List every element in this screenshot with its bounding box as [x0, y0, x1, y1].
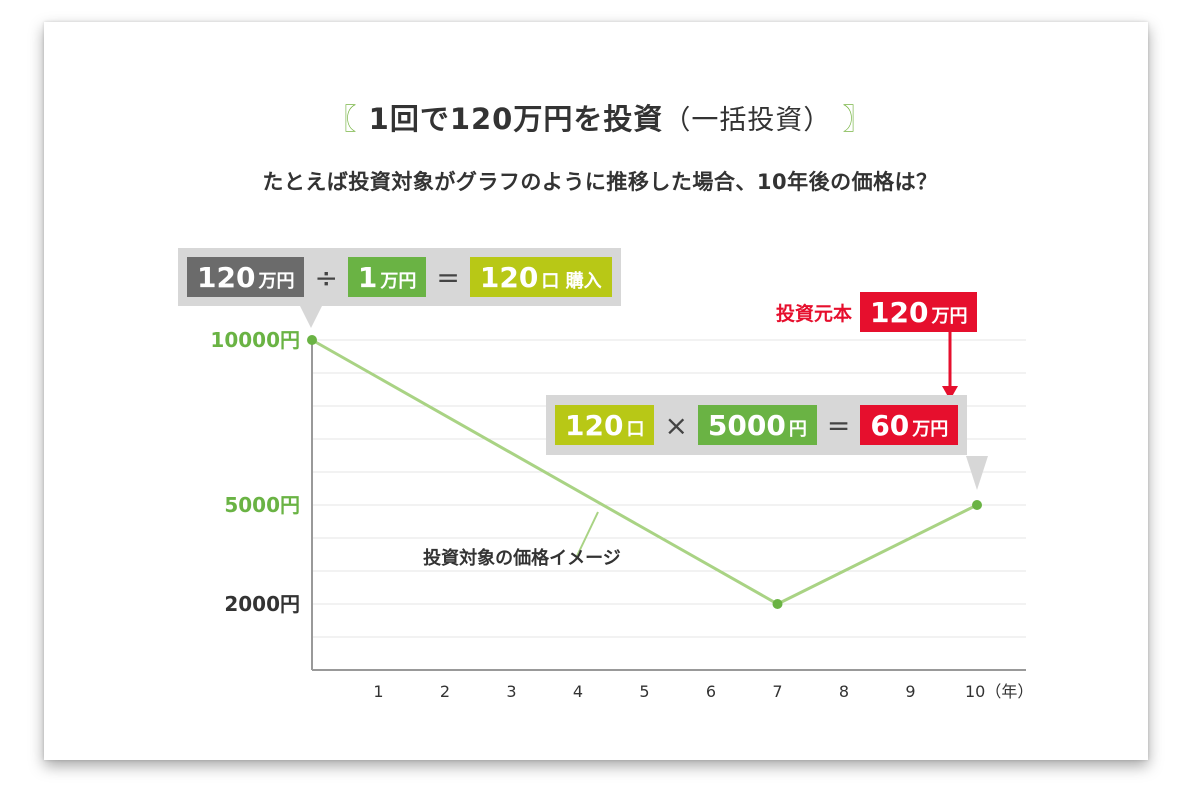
- data-point: [307, 335, 317, 345]
- title-bracket-close: 〗: [842, 102, 873, 136]
- eq1-amount-unit: 万円: [258, 271, 295, 292]
- annotation-label: 投資対象の価格イメージ: [423, 547, 621, 569]
- eq2-result-unit: 万円: [912, 419, 949, 440]
- eq2-units-unit: 口: [626, 419, 645, 440]
- eq2-pointer: [966, 456, 988, 490]
- eq1-amount: 120 万円: [187, 257, 305, 297]
- principal-value: 120: [870, 295, 929, 329]
- x-tick-label: 2: [440, 682, 450, 701]
- eq2-units-value: 120: [565, 408, 624, 442]
- principal-amount: 120 万円: [860, 292, 978, 332]
- x-tick-label: 9: [905, 682, 915, 701]
- y-tick-label: 2000円: [224, 592, 300, 616]
- x-tick-label: 10（年）: [965, 682, 1033, 701]
- eq1-units-unit: 口 購入: [541, 271, 602, 292]
- data-points: [307, 335, 982, 609]
- eq1-units: 120 口 購入: [469, 257, 612, 297]
- annotation-leader: [576, 511, 599, 557]
- eq2-units: 120 口: [555, 405, 655, 445]
- eq1-unit-price: 1 万円: [347, 257, 427, 297]
- red-arrow-head: [942, 386, 958, 400]
- eq2-box: 120 口 × 5000 円 = 60 万円: [546, 395, 968, 455]
- eq2-price-unit: 円: [788, 419, 807, 440]
- eq2-price: 5000 円: [697, 405, 817, 445]
- x-tick-label: 7: [772, 682, 782, 701]
- eq1-divide-sign: ÷: [314, 260, 338, 294]
- x-tick-labels: 1 2 3 4 5 6 7 8 9 10（年）: [373, 682, 1033, 701]
- eq1-units-value: 120: [479, 260, 539, 294]
- eq2-result-value: 60: [870, 408, 910, 442]
- eq1-equals-sign: =: [436, 260, 460, 294]
- x-tick-label: 5: [639, 682, 649, 701]
- y-tick-label: 10000円: [210, 328, 300, 352]
- eq1-unit-price-value: 1: [357, 260, 378, 294]
- chart-title: 〖 1回で120万円を投資（一括投資） 〗: [0, 96, 1200, 138]
- x-tick-label: 8: [839, 682, 849, 701]
- principal-unit: 万円: [931, 306, 968, 327]
- y-tick-labels: 10000円 5000円 2000円: [210, 328, 300, 616]
- chart-subtitle: たとえば投資対象がグラフのように推移した場合、10年後の価格は？: [262, 170, 938, 194]
- grid: [312, 339, 1026, 638]
- x-tick-label: 4: [573, 682, 583, 701]
- y-tick-label: 5000円: [224, 493, 300, 517]
- eq1-box: 120 万円 ÷ 1 万円 = 120 口 購入: [178, 248, 621, 306]
- title-sub: （一括投資）: [663, 105, 832, 136]
- title-main: 1回で120万円を投資: [368, 102, 664, 136]
- eq1-pointer: [300, 306, 322, 328]
- data-point: [772, 599, 783, 609]
- eq2-multiply-sign: ×: [664, 408, 688, 442]
- x-tick-label: 3: [506, 682, 516, 701]
- x-tick-label: 6: [706, 682, 716, 701]
- data-point: [972, 500, 982, 510]
- eq2-result: 60 万円: [860, 405, 959, 445]
- principal-flag: 投資元本 120 万円: [776, 292, 978, 332]
- x-tick-label: 1: [373, 682, 383, 701]
- eq1-unit-price-unit: 万円: [380, 271, 417, 292]
- title-bracket-open: 〖: [327, 102, 358, 136]
- eq1-amount-value: 120: [197, 260, 256, 294]
- principal-label: 投資元本: [776, 302, 853, 325]
- eq2-equals-sign: =: [826, 408, 851, 442]
- eq2-price-value: 5000: [707, 408, 786, 442]
